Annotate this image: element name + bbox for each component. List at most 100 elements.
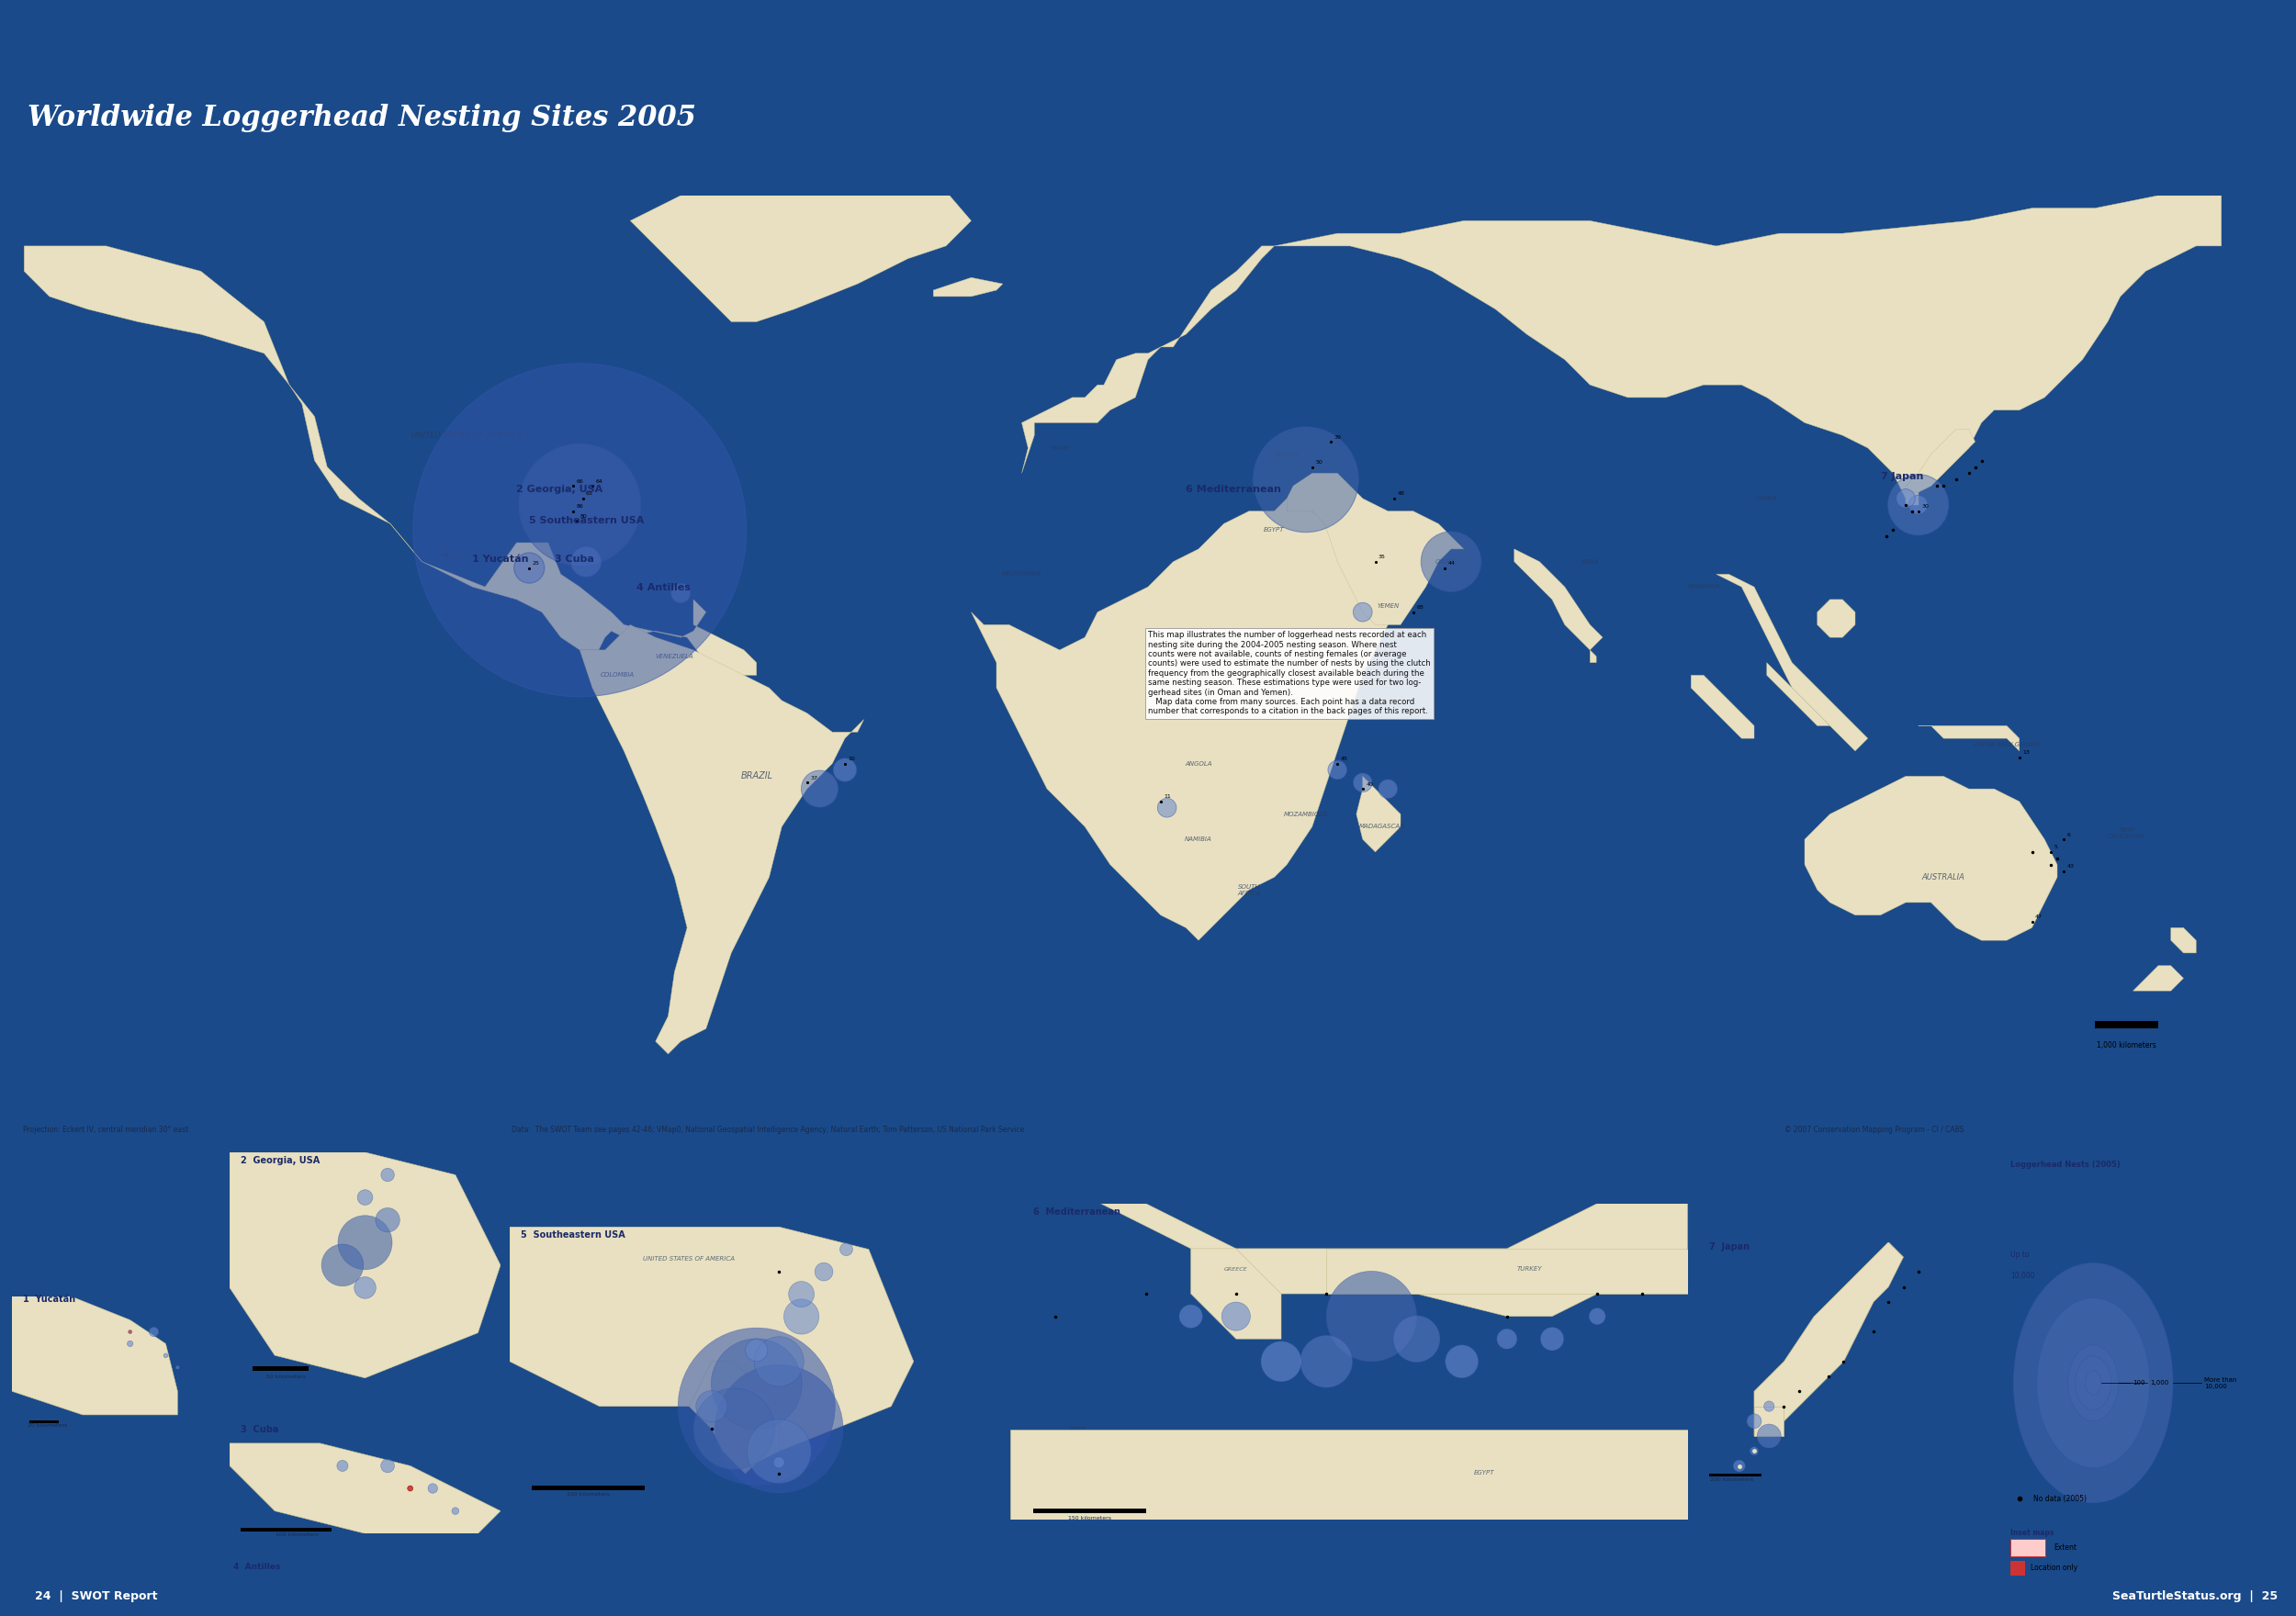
Circle shape (840, 1243, 852, 1256)
Polygon shape (1589, 650, 1596, 663)
Polygon shape (1010, 1429, 1688, 1519)
Text: 63: 63 (585, 491, 592, 496)
Text: GREECE: GREECE (1224, 1267, 1247, 1272)
Circle shape (2069, 1345, 2119, 1420)
Text: 45: 45 (1341, 756, 1348, 761)
Text: Inset maps: Inset maps (2011, 1529, 2055, 1537)
Circle shape (788, 1281, 815, 1307)
Polygon shape (1906, 428, 1975, 504)
Bar (2096, 1021, 2158, 1029)
Text: 2 Georgia, USA: 2 Georgia, USA (517, 485, 604, 494)
Text: 64: 64 (595, 478, 604, 483)
Polygon shape (1754, 1243, 1903, 1437)
Text: 1  Yucatán: 1 Yucatán (23, 1294, 76, 1304)
Circle shape (572, 546, 602, 577)
Circle shape (427, 1483, 439, 1493)
Text: 1 Yucatán: 1 Yucatán (473, 554, 528, 564)
Polygon shape (2172, 928, 2195, 953)
Circle shape (1896, 490, 1915, 507)
Text: 4  Antilles: 4 Antilles (234, 1563, 280, 1571)
Polygon shape (1690, 675, 1754, 739)
Circle shape (801, 771, 838, 808)
Text: 100: 100 (2133, 1380, 2144, 1385)
Polygon shape (1906, 493, 1919, 504)
Text: 50: 50 (1316, 461, 1322, 465)
Text: 50 kilometers: 50 kilometers (266, 1374, 305, 1378)
Text: TURKEY: TURKEY (1274, 451, 1300, 457)
Text: 5: 5 (2055, 845, 2057, 850)
Polygon shape (1010, 1159, 1688, 1317)
Circle shape (1589, 1307, 1605, 1325)
Circle shape (354, 1277, 377, 1299)
Text: Location only: Location only (2030, 1564, 2078, 1572)
Circle shape (1261, 1341, 1302, 1382)
Bar (533, 1487, 645, 1490)
Circle shape (1300, 1335, 1352, 1388)
Polygon shape (689, 1361, 778, 1474)
Text: 39: 39 (1334, 435, 1341, 440)
Text: 7  Japan: 7 Japan (1708, 1243, 1750, 1251)
Polygon shape (629, 170, 971, 322)
Text: 30: 30 (1922, 504, 1929, 509)
Text: VENEZUELA: VENEZUELA (654, 653, 693, 659)
Text: More than
10,000: More than 10,000 (2204, 1377, 2236, 1388)
Bar (1033, 1508, 1146, 1513)
Circle shape (1394, 1315, 1440, 1362)
Polygon shape (11, 1296, 177, 1416)
Circle shape (377, 1207, 400, 1231)
Text: 24  |  SWOT Report: 24 | SWOT Report (34, 1590, 156, 1601)
Text: 1,000: 1,000 (2149, 1380, 2167, 1385)
Circle shape (163, 1354, 168, 1357)
Circle shape (381, 1459, 395, 1472)
Text: LIBYA: LIBYA (1070, 1425, 1086, 1430)
Circle shape (693, 1388, 774, 1469)
Text: 6 Mediterranean: 6 Mediterranean (1187, 485, 1281, 494)
Circle shape (519, 444, 641, 566)
Circle shape (1378, 779, 1398, 798)
Text: Worldwide Loggerhead Nesting Sites 2005: Worldwide Loggerhead Nesting Sites 2005 (28, 103, 696, 133)
Text: 7 Japan: 7 Japan (1880, 472, 1924, 482)
Text: OMAN: OMAN (1435, 559, 1456, 564)
Circle shape (1763, 1401, 1775, 1411)
Text: PAPUA NEW GUINEA: PAPUA NEW GUINEA (1975, 742, 2039, 748)
Text: MADAGASCAR: MADAGASCAR (1359, 824, 1405, 829)
Circle shape (670, 583, 691, 603)
Polygon shape (1357, 776, 1401, 852)
Text: 100 kilometers: 100 kilometers (276, 1532, 319, 1537)
Polygon shape (579, 625, 863, 1054)
Text: Projection: Eckert IV, central meridian 30° east: Projection: Eckert IV, central meridian … (23, 1125, 188, 1134)
Text: Extent: Extent (2053, 1543, 2076, 1551)
Polygon shape (1768, 663, 1830, 726)
Polygon shape (230, 1443, 501, 1534)
Circle shape (126, 1341, 133, 1346)
Circle shape (1444, 1345, 1479, 1378)
Text: TURKEY: TURKEY (1518, 1267, 1543, 1272)
Circle shape (1497, 1328, 1518, 1349)
Text: UNITED STATES OF AMERICA: UNITED STATES OF AMERICA (411, 431, 521, 440)
Text: 80: 80 (579, 514, 588, 519)
Text: BRAZIL: BRAZIL (739, 772, 771, 781)
Circle shape (2076, 1356, 2110, 1409)
Text: NAMIBIA: NAMIBIA (1185, 837, 1212, 842)
Bar (2011, 1561, 2025, 1576)
Text: 4 Antilles: 4 Antilles (636, 583, 691, 591)
Circle shape (129, 1330, 131, 1333)
Text: YEMEN: YEMEN (1378, 603, 1398, 609)
Polygon shape (1818, 600, 1855, 637)
Text: 37: 37 (810, 776, 817, 781)
Text: © 2007 Conservation Mapping Program - CI / CABS: © 2007 Conservation Mapping Program - CI… (1784, 1125, 1963, 1134)
Circle shape (1421, 532, 1481, 591)
Circle shape (413, 364, 746, 696)
Circle shape (714, 1364, 843, 1493)
Text: AUSTRALIA: AUSTRALIA (1922, 873, 1965, 881)
Polygon shape (932, 278, 1003, 296)
Text: SOUTH
AFRICA: SOUTH AFRICA (1238, 884, 1261, 895)
Text: 5  Southeastern USA: 5 Southeastern USA (521, 1231, 625, 1239)
Polygon shape (1717, 574, 1869, 751)
Polygon shape (2133, 966, 2183, 991)
Circle shape (1352, 603, 1373, 622)
Text: 47: 47 (2034, 915, 2043, 920)
Polygon shape (510, 1227, 914, 1451)
Text: SPAIN: SPAIN (1049, 446, 1070, 451)
Circle shape (1327, 1272, 1417, 1361)
